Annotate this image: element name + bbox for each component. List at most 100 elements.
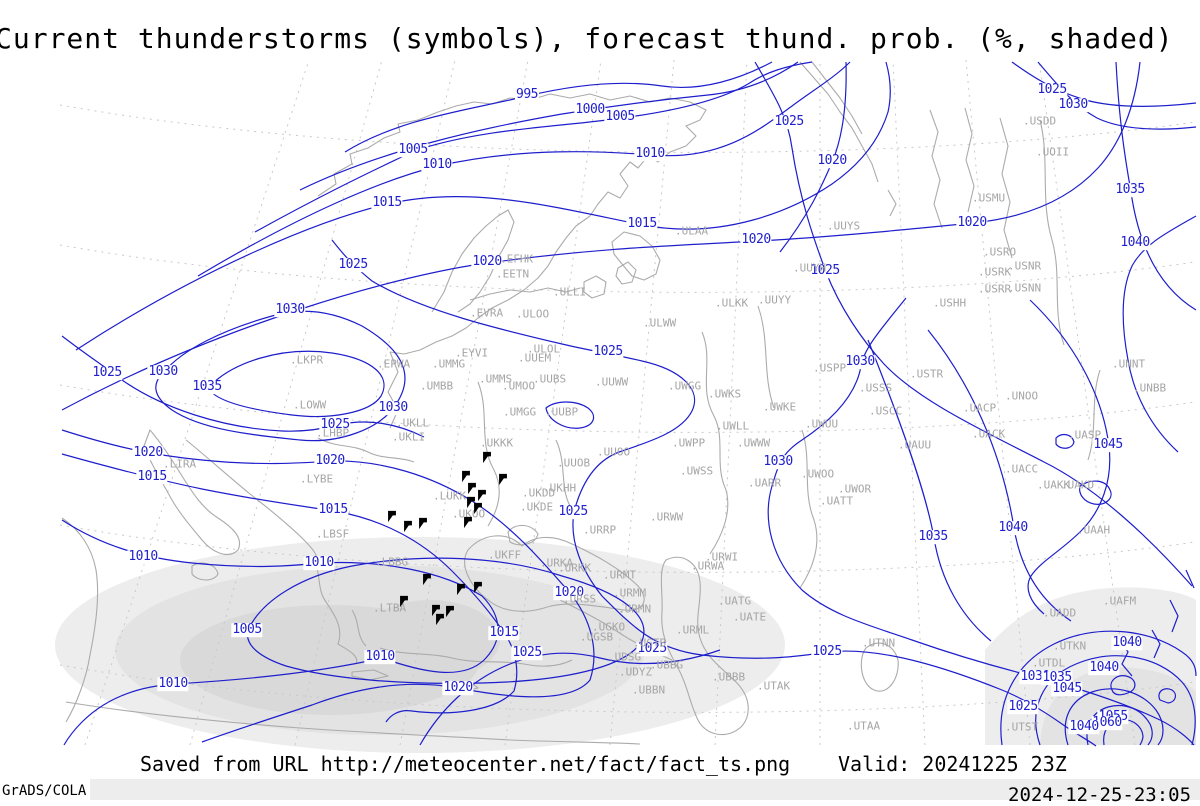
station-label: URRP xyxy=(583,525,617,536)
station-label: USMU xyxy=(972,193,1006,204)
station-label: UWGG xyxy=(668,381,702,392)
station-label: UACK xyxy=(972,429,1006,440)
isobar-label: 1025 xyxy=(773,114,805,130)
station-label: UKLI xyxy=(392,432,426,443)
station-label: EPWA xyxy=(377,359,411,370)
isobar-label: 1020 xyxy=(956,215,988,231)
isobar-label: 1010 xyxy=(157,676,189,692)
isobar-label: 1010 xyxy=(634,146,666,162)
station-label: UAKK xyxy=(1037,480,1071,491)
station-label: UNBB xyxy=(1133,383,1167,394)
station-label: UACP xyxy=(963,403,997,414)
station-label: UATG xyxy=(718,596,752,607)
isobar-label: 1040 xyxy=(1111,635,1143,651)
isobar-label: 1020 xyxy=(314,453,346,469)
timestamp-text: 2024-12-25-23:05 xyxy=(1008,784,1192,806)
isobar-label: 1010 xyxy=(364,649,396,665)
station-label: UMBB xyxy=(420,381,454,392)
station-label: UMMS xyxy=(479,374,513,385)
isobar-label: 1040 xyxy=(1088,660,1120,676)
station-label: USNN xyxy=(1008,283,1042,294)
station-label: URWW xyxy=(650,512,684,523)
station-label: UTAK xyxy=(757,681,791,692)
station-label: LUKK xyxy=(433,491,467,502)
station-label: USNR xyxy=(1008,261,1042,272)
isobar-label: 1030 xyxy=(274,302,306,318)
station-label: LIRA xyxy=(163,459,197,470)
station-label: UAUU xyxy=(898,440,932,451)
station-label: UKDD xyxy=(522,488,556,499)
station-label: UBBB xyxy=(712,672,746,683)
isobar-label: 1025 xyxy=(337,257,369,273)
station-label: URKK xyxy=(558,563,592,574)
station-label: URMM xyxy=(613,588,647,599)
station-label: UDYZ xyxy=(619,667,653,678)
isobar-label: 1030 xyxy=(844,354,876,370)
station-label: UTDL xyxy=(1032,658,1066,669)
station-label: USHH xyxy=(933,298,967,309)
station-label: ULKK xyxy=(715,298,749,309)
isobar-label: 1020 xyxy=(132,445,164,461)
station-label: UUOB xyxy=(557,458,591,469)
station-label: UTAA xyxy=(847,721,881,732)
station-label: UGKO xyxy=(592,622,626,633)
station-label: UATT xyxy=(820,496,854,507)
isobar-label: 1030 xyxy=(762,454,794,470)
station-label: LOWW xyxy=(293,400,327,411)
isobar-label: 1010 xyxy=(303,555,335,571)
station-label: LYBE xyxy=(300,474,334,485)
thunderstorm-icon xyxy=(431,611,449,629)
isobar-label: 1015 xyxy=(371,195,403,211)
station-label: UAKD xyxy=(1061,480,1095,491)
station-label: UASP xyxy=(1068,430,1102,441)
station-label: UUEM xyxy=(518,353,552,364)
station-label: UKHH xyxy=(543,483,577,494)
station-label: EFHK xyxy=(500,254,534,265)
thunderstorm-icon xyxy=(494,471,512,489)
station-label: UWPP xyxy=(672,438,706,449)
station-label: URKA xyxy=(540,558,574,569)
station-label: UAFM xyxy=(1103,596,1137,607)
station-label: ULOL xyxy=(527,344,561,355)
station-label: USCC xyxy=(869,406,903,417)
station-label: URML xyxy=(676,625,710,636)
isobar-label: 1015 xyxy=(317,502,349,518)
station-label: LBSF xyxy=(316,529,350,540)
isobar-label: 1000 xyxy=(574,102,606,118)
isobar-label: 1025 xyxy=(1036,82,1068,98)
station-label: UUBS xyxy=(533,374,567,385)
station-label: UWKE xyxy=(763,402,797,413)
station-label: URWA xyxy=(691,561,725,572)
isobar-label: 1020 xyxy=(740,232,772,248)
isobar-label: 1020 xyxy=(816,153,848,169)
isobar-label: 1005 xyxy=(604,109,636,125)
valid-time-text: Valid: 20241225 23Z xyxy=(838,752,1067,776)
station-label: UTKN xyxy=(1053,641,1087,652)
isobar-label: 1025 xyxy=(91,365,123,381)
saved-url-text: Saved from URL http://meteocenter.net/fa… xyxy=(140,752,791,776)
station-label: UKKK xyxy=(480,438,514,449)
station-label: UGSB xyxy=(580,632,614,643)
isobar-label: 1040 xyxy=(1068,719,1100,735)
station-label: UDSG xyxy=(608,652,642,663)
station-label: ULOO xyxy=(516,309,550,320)
isobar-label: 1030 xyxy=(147,364,179,380)
station-label: UADD xyxy=(1043,608,1077,619)
station-label: USRO xyxy=(983,247,1017,258)
station-label: UKFF xyxy=(488,550,522,561)
isobar-label: 1015 xyxy=(488,625,520,641)
station-label: USTR xyxy=(910,369,944,380)
station-label: URSS xyxy=(563,594,597,605)
station-label: UNNT xyxy=(1112,359,1146,370)
station-label: UWLL xyxy=(716,421,750,432)
isobar-label: 1005 xyxy=(397,142,429,158)
thunderstorm-icon xyxy=(459,514,477,532)
station-label: EYVI xyxy=(455,348,489,359)
isobar-label: 1045 xyxy=(1051,681,1083,697)
station-label: UWOR xyxy=(838,484,872,495)
station-label: UWOO xyxy=(801,469,835,480)
page-title: Current thunderstorms (symbols), forecas… xyxy=(0,22,1174,55)
isobar-label: 1020 xyxy=(442,680,474,696)
isobar-label: 1025 xyxy=(592,344,624,360)
station-label: URMN xyxy=(618,604,652,615)
